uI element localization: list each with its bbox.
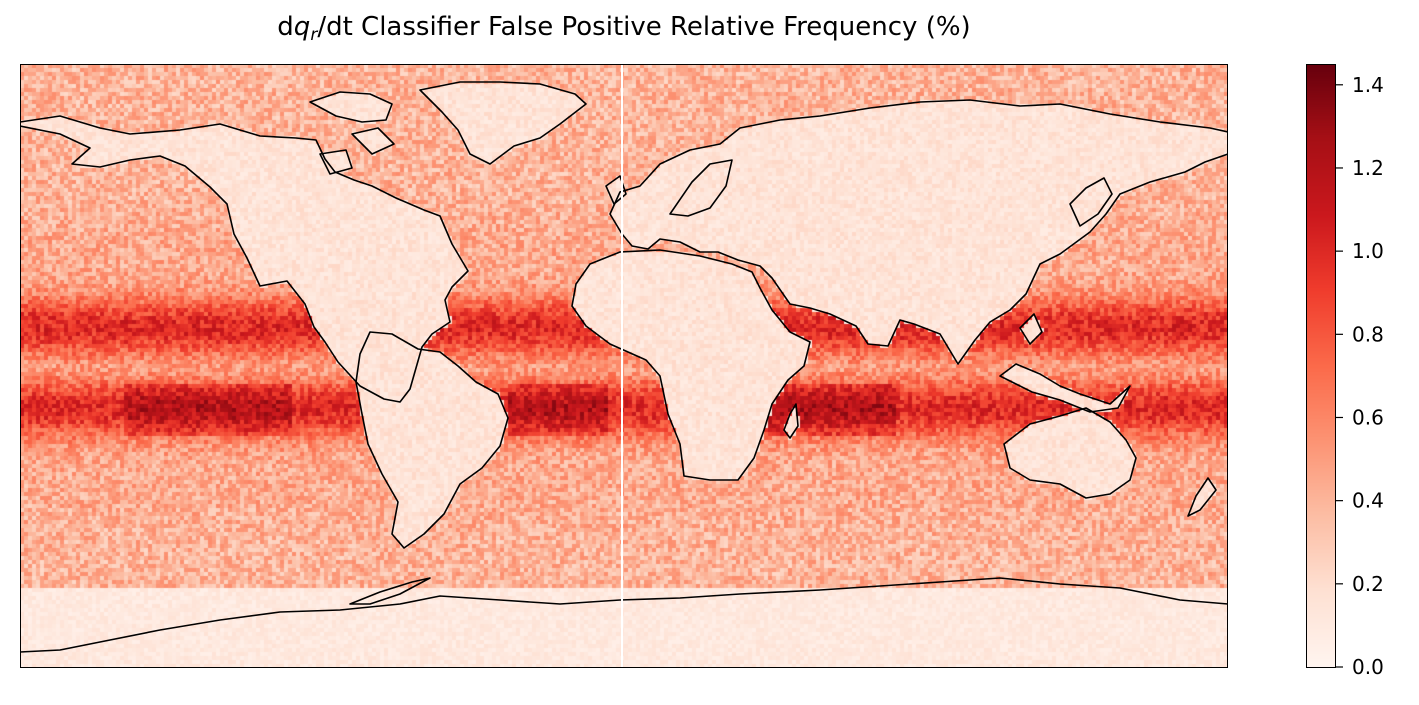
coastline-americas — [20, 115, 469, 403]
coastline-new-zealand — [1187, 477, 1217, 517]
coastline-japan — [1069, 177, 1113, 227]
colorbar-tick-label: 0.6 — [1352, 405, 1384, 429]
coastline-antarctica — [20, 577, 1228, 653]
coastline-australia — [1003, 407, 1137, 499]
colorbar-axis: 0.0 0.2 0.4 0.6 0.8 1.0 1.2 1.4 — [1336, 73, 1384, 679]
heatmap-field — [20, 64, 1228, 668]
colorbar-tick-label: 0.8 — [1352, 322, 1384, 346]
coastline-scandinavia — [669, 159, 733, 217]
colorbar-tick-label: 1.0 — [1352, 239, 1384, 263]
coastline-arctic-islands — [309, 91, 395, 175]
colorbar-gradient — [1306, 64, 1336, 668]
coastline-greenland — [419, 81, 587, 165]
coastline-europe-asia — [609, 99, 1228, 365]
colorbar-tick-label: 1.2 — [1352, 156, 1384, 180]
coastline-layer — [20, 64, 1228, 668]
colorbar-tick-label: 0.2 — [1352, 572, 1384, 596]
colorbar-tick-label: 0.4 — [1352, 489, 1384, 513]
colorbar-frame — [1306, 64, 1336, 668]
coastline-south-america — [355, 331, 509, 549]
colorbar-tick-label: 0.0 — [1352, 655, 1384, 679]
coastline-antarctic-peninsula — [349, 577, 431, 605]
heatmap-map — [20, 64, 1228, 668]
colorbar-tick-label: 1.4 — [1352, 73, 1384, 97]
coastline-southeast-asia — [999, 313, 1131, 413]
coastline-uk — [605, 175, 627, 205]
coastline-madagascar — [783, 403, 799, 439]
colorbar — [1306, 64, 1336, 668]
chart-title: dqr/dt Classifier False Positive Relativ… — [277, 12, 971, 45]
coastline-africa — [571, 249, 811, 481]
